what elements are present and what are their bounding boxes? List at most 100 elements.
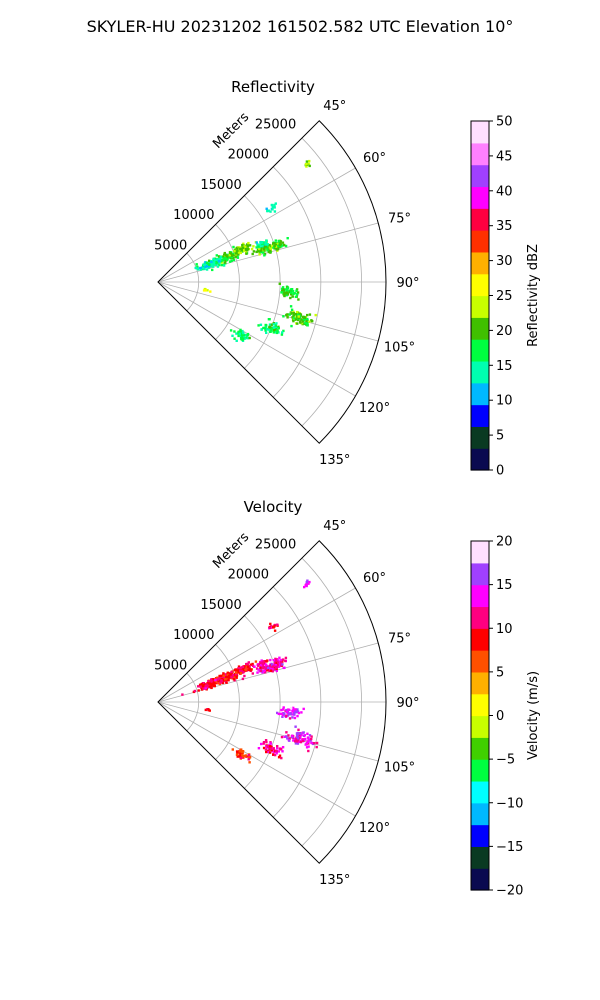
echo-gate: [307, 582, 310, 585]
echo-gate: [203, 267, 206, 271]
echo-gate: [241, 665, 245, 669]
echo-gate: [293, 317, 296, 320]
echo-gate: [276, 745, 279, 748]
range-tick-label: 10000: [173, 208, 214, 223]
echo-gate: [264, 748, 268, 751]
echo-gate: [236, 249, 239, 252]
echo-gate: [225, 258, 229, 262]
echo-gate: [224, 678, 227, 681]
colorbar-tick-label: −10: [496, 796, 523, 811]
echo-gate: [274, 239, 277, 242]
echo-gate: [247, 758, 250, 761]
echo-gate: [305, 320, 308, 323]
echo-gate: [271, 667, 274, 671]
echo-gate: [207, 680, 210, 683]
colorbar-tick-label: 40: [496, 184, 513, 199]
echo-gate: [266, 745, 269, 748]
echo-gate: [305, 165, 308, 168]
echo-gate: [271, 246, 274, 249]
echo-gate: [297, 313, 300, 317]
echo-gate: [231, 334, 234, 337]
echo-gate: [223, 255, 226, 258]
echo-gate: [306, 324, 309, 327]
colorbar-tick-label: 0: [496, 709, 504, 724]
echo-gate: [282, 289, 285, 292]
echo-gate: [296, 291, 300, 294]
echo-gate: [277, 750, 280, 753]
echo-gate: [270, 203, 274, 207]
colorbar-segment: [471, 737, 489, 760]
echo-gate: [244, 668, 248, 671]
echo-gate: [240, 750, 244, 754]
echo-gate: [228, 672, 231, 675]
echo-gate: [305, 741, 309, 745]
echo-cluster: [202, 287, 212, 293]
echo-cluster: [257, 739, 285, 760]
echo-gate: [294, 318, 298, 321]
echo-gate: [210, 264, 213, 268]
echo-gate: [275, 322, 278, 325]
echo-gate: [197, 685, 200, 688]
echo-gate: [274, 327, 277, 331]
azimuth-tick-label: 90°: [396, 276, 419, 291]
echo-gate: [286, 737, 289, 740]
echo-gate: [281, 708, 285, 711]
echo-gate: [265, 750, 268, 754]
echo-gate: [248, 664, 251, 668]
echo-gate: [242, 754, 246, 758]
echo-gate: [270, 323, 274, 326]
echo-gate: [275, 665, 278, 669]
echo-gate: [308, 320, 311, 323]
echo-gate: [280, 333, 284, 336]
echo-gate: [287, 734, 290, 737]
echo-gate: [276, 329, 279, 333]
echo-gate: [231, 676, 235, 679]
echo-cluster: [251, 656, 288, 675]
echo-gate: [210, 678, 213, 681]
echo-gate: [285, 313, 288, 317]
echo-gate: [246, 665, 250, 668]
echo-gate: [232, 245, 235, 249]
azimuth-tick-label: 120°: [359, 821, 390, 836]
echo-gate: [215, 254, 218, 257]
echo-gate: [291, 708, 295, 711]
echo-gate: [292, 706, 295, 710]
echo-gate: [213, 259, 217, 262]
echo-gate: [244, 754, 247, 757]
echo-gate: [200, 682, 203, 686]
echo-gate: [278, 747, 282, 750]
azimuth-tick-label: 60°: [363, 571, 386, 586]
echo-gate: [262, 669, 266, 673]
echo-gate: [257, 243, 261, 246]
echo-gate: [303, 737, 307, 741]
echo-gate: [277, 665, 280, 668]
echo-gate: [257, 668, 260, 671]
echo-gate: [204, 683, 207, 686]
echo-cluster: [255, 239, 269, 249]
echo-cluster: [278, 282, 300, 308]
echo-gate: [234, 668, 237, 671]
echo-gate: [280, 747, 283, 751]
colorbar-tick-label: 15: [496, 578, 513, 593]
colorbar-label: Reflectivity dBZ: [526, 244, 541, 347]
echo-cluster: [204, 708, 211, 712]
echo-gate: [309, 739, 312, 742]
echo-gate: [292, 739, 295, 742]
echo-gate: [263, 249, 266, 253]
azimuth-tick-label: 105°: [384, 761, 415, 776]
echo-gate: [285, 291, 289, 294]
echo-gate: [310, 737, 313, 741]
echo-gate: [308, 159, 311, 163]
echo-gate: [195, 266, 198, 270]
echo-gate: [232, 678, 236, 681]
echo-gate: [279, 240, 283, 243]
echo-gate: [299, 321, 302, 324]
echo-gate: [275, 752, 278, 755]
echo-gate: [202, 289, 206, 292]
echo-gate: [204, 708, 207, 712]
echo-gate: [234, 253, 238, 257]
echo-gate: [266, 328, 269, 331]
echo-gate: [232, 258, 236, 262]
echo-gate: [300, 322, 303, 325]
echo-gate: [268, 318, 271, 321]
